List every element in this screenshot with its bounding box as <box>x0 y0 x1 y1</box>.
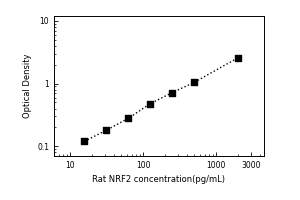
Point <box>192 81 197 84</box>
Point <box>82 140 87 143</box>
Point <box>236 56 241 59</box>
Y-axis label: Optical Density: Optical Density <box>22 54 32 118</box>
Point <box>126 117 131 120</box>
Point <box>104 129 109 132</box>
Point <box>148 102 153 105</box>
X-axis label: Rat NRF2 concentration(pg/mL): Rat NRF2 concentration(pg/mL) <box>92 175 226 184</box>
Point <box>170 91 175 94</box>
